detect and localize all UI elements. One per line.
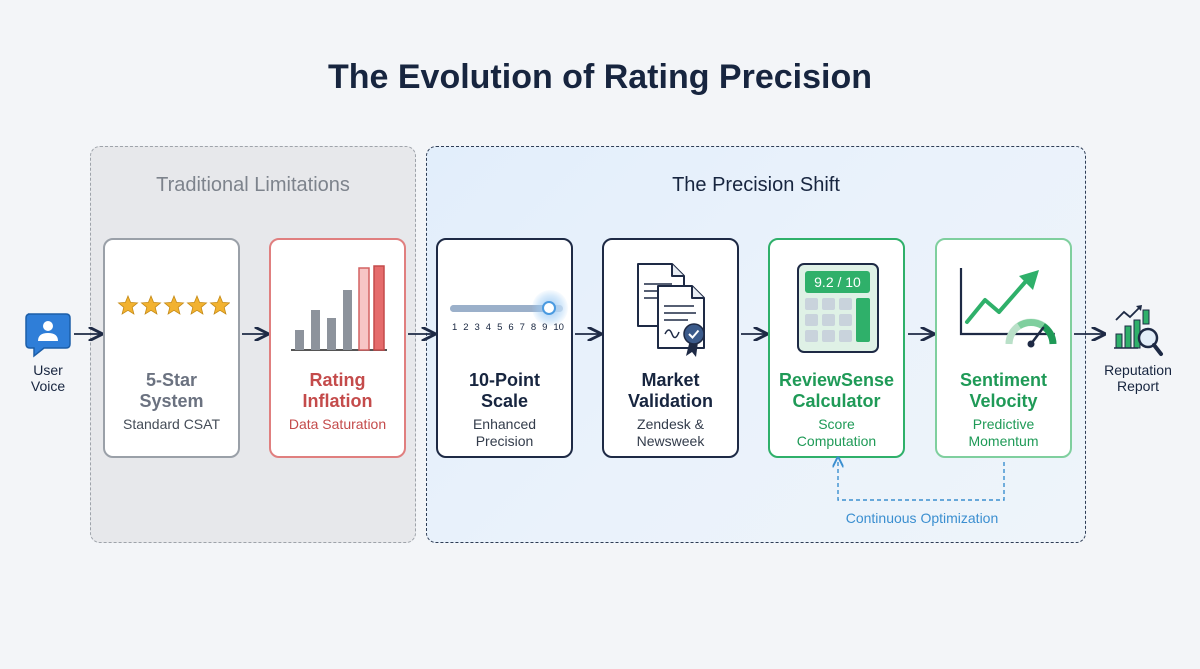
card-subtitle: Predictive Momentum bbox=[968, 416, 1039, 449]
slider-handle bbox=[542, 301, 556, 315]
slider-tick-label: 3 bbox=[474, 322, 480, 333]
card-10-point-scale: 1 2 3 4 5 6 7 8 9 10 10-Point Scale Enhanced Precis… bbox=[436, 238, 573, 458]
card-subtitle: Score Computation bbox=[796, 416, 877, 449]
start-label: User Voice bbox=[30, 362, 66, 394]
calculator-key bbox=[822, 314, 835, 326]
end-label: Reputation Report bbox=[1104, 362, 1172, 394]
card-subtitle: Standard CSAT bbox=[122, 416, 220, 432]
card-rating-inflation: Rating Inflation Data Saturation bbox=[269, 238, 406, 458]
page-title: The Evolution of Rating Precision bbox=[327, 58, 873, 96]
calculator-key bbox=[822, 298, 835, 310]
slider-ticks: 1 2 3 4 5 6 7 8 9 10 bbox=[452, 322, 564, 334]
card-title: Market Validation bbox=[627, 370, 714, 411]
card-subtitle: Enhanced Precision bbox=[472, 416, 537, 449]
inflated-bars-icon bbox=[291, 265, 387, 351]
slider-tick-label: 4 bbox=[485, 322, 492, 333]
slider-tick-label: 9 bbox=[542, 322, 548, 333]
loop-label: Continuous Optimization bbox=[845, 510, 999, 526]
user-message-icon bbox=[25, 313, 71, 358]
calculator-equals-key bbox=[856, 298, 870, 342]
card-reviewsense-calculator: 9.2 / 10 ReviewSense Calculator Score Comp… bbox=[768, 238, 905, 458]
slider-fill bbox=[450, 305, 547, 312]
slider-tick-label: 2 bbox=[463, 322, 469, 333]
calculator-icon: 9.2 / 10 bbox=[797, 263, 879, 353]
card-title: ReviewSense Calculator bbox=[778, 370, 895, 411]
calculator-key bbox=[805, 314, 818, 326]
calculator-key bbox=[822, 330, 835, 342]
group-traditional-title: Traditional Limitations bbox=[156, 174, 350, 196]
slider-tick-label: 1 bbox=[452, 322, 458, 333]
calculator-keys bbox=[805, 298, 871, 346]
slider-tick-label: 5 bbox=[497, 322, 503, 333]
certified-documents-icon bbox=[637, 263, 705, 357]
card-title: 10-Point Scale bbox=[468, 370, 540, 411]
trend-gauge-icon bbox=[959, 268, 1057, 348]
card-market-validation: Market Validation Zendesk & Newsweek bbox=[602, 238, 739, 458]
slider-scale-icon: 1 2 3 4 5 6 7 8 9 10 bbox=[448, 290, 568, 338]
card-title: Rating Inflation bbox=[302, 370, 373, 411]
report-chart-magnifier-icon bbox=[1114, 305, 1163, 356]
calculator-key bbox=[839, 298, 852, 310]
calculator-key bbox=[805, 298, 818, 310]
slider-tick-label: 10 bbox=[553, 322, 564, 333]
slider-tick-label: 7 bbox=[519, 322, 525, 333]
card-subtitle: Zendesk & Newsweek bbox=[636, 416, 705, 449]
card-title: 5-Star System bbox=[139, 370, 204, 411]
five-stars-icon bbox=[117, 294, 230, 315]
calculator-display: 9.2 / 10 bbox=[805, 271, 870, 293]
card-5-star-system: 5-Star System Standard CSAT bbox=[103, 238, 240, 458]
card-subtitle: Data Saturation bbox=[288, 416, 387, 432]
slider-tick-label: 6 bbox=[508, 322, 514, 333]
card-title: Sentiment Velocity bbox=[959, 370, 1047, 411]
slider-tick-label: 8 bbox=[530, 322, 537, 333]
calculator-key bbox=[839, 330, 852, 342]
loop-connector bbox=[838, 462, 1005, 501]
calculator-key bbox=[805, 330, 818, 342]
calculator-key bbox=[839, 314, 852, 326]
card-sentiment-velocity: Sentiment Velocity Predictive Momentum bbox=[935, 238, 1072, 458]
group-precision-title: The Precision Shift bbox=[672, 174, 840, 196]
